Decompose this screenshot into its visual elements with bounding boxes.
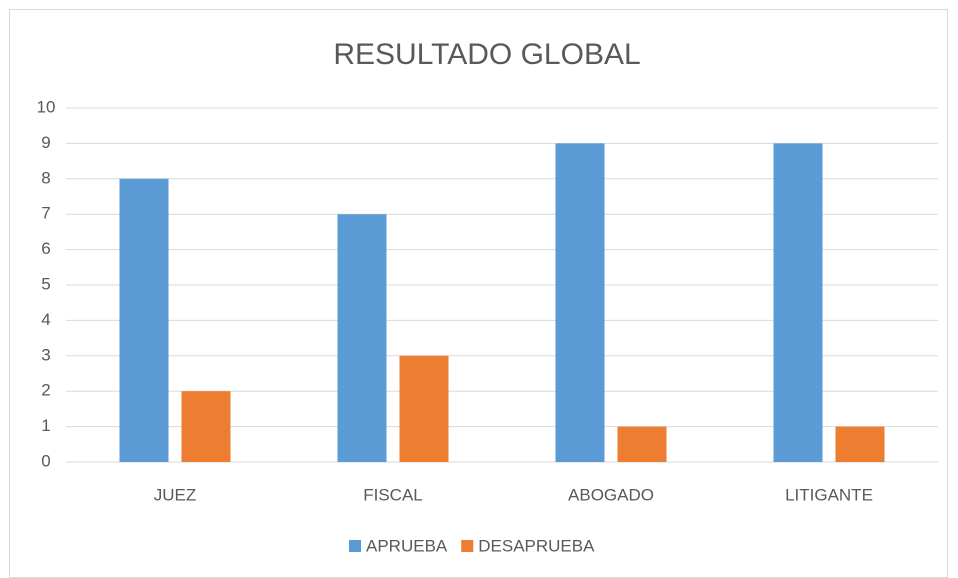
x-tick-label: ABOGADO: [568, 485, 654, 504]
bar: [835, 426, 885, 462]
bar: [337, 214, 387, 462]
y-tick-label: 1: [41, 416, 50, 435]
y-tick-label: 0: [41, 451, 50, 470]
legend-swatch: [349, 540, 361, 552]
y-tick-label: 2: [41, 381, 50, 400]
y-tick-label: 7: [41, 204, 50, 223]
x-tick-label: JUEZ: [154, 485, 197, 504]
legend-swatch: [461, 540, 474, 552]
y-tick-label: 5: [41, 274, 50, 293]
y-tick-label: 6: [41, 239, 50, 258]
bar: [555, 143, 605, 462]
bar: [181, 391, 231, 462]
x-tick-label: LITIGANTE: [785, 485, 873, 504]
y-tick-label: 4: [41, 310, 50, 329]
x-tick-label: FISCAL: [363, 485, 423, 504]
bar: [119, 178, 169, 463]
y-tick-label: 3: [41, 345, 50, 364]
y-tick-label: 9: [41, 133, 50, 152]
bar: [773, 143, 823, 462]
y-tick-label: 10: [37, 97, 56, 116]
chart-title: RESULTADO GLOBAL: [333, 38, 640, 71]
legend-label: DESAPRUEBA: [478, 536, 595, 555]
bar: [399, 355, 449, 462]
legend-label: APRUEBA: [366, 536, 448, 555]
bar: [617, 426, 667, 462]
y-tick-label: 8: [41, 168, 50, 187]
